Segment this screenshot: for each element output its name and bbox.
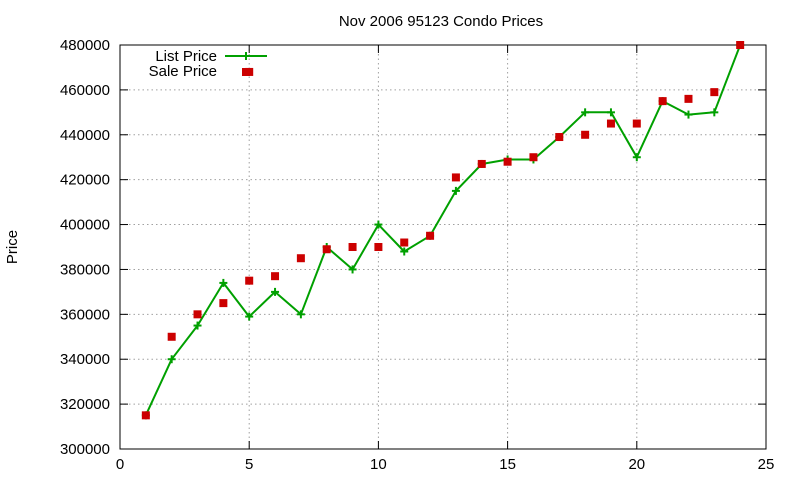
y-tick-label: 460000	[60, 82, 110, 99]
data-point-sale-price	[348, 243, 357, 251]
data-point-list-price	[581, 108, 590, 117]
legend-marker-sale-price	[242, 68, 250, 76]
data-point-sale-price	[503, 157, 512, 166]
data-point-list-price	[684, 110, 693, 119]
data-point-sale-price	[322, 245, 331, 254]
data-point-sale-price	[710, 88, 719, 97]
x-tick-label: 10	[370, 456, 387, 473]
data-point-sale-price	[581, 130, 590, 139]
x-tick-label: 0	[116, 456, 124, 473]
x-tick-label: 5	[245, 456, 253, 473]
y-tick-label: 440000	[60, 127, 110, 144]
data-point-sale-price	[606, 119, 615, 128]
data-point-sale-price	[477, 159, 486, 168]
data-point-list-price	[296, 310, 305, 319]
y-tick-label: 300000	[60, 441, 110, 458]
chart-title: Nov 2006 95123 Condo Prices	[339, 13, 543, 30]
data-point-sale-price	[374, 243, 383, 251]
data-point-sale-price	[193, 310, 202, 319]
data-point-sale-price	[141, 411, 150, 420]
data-point-sale-price	[451, 173, 460, 182]
data-point-list-price	[606, 108, 615, 117]
data-point-list-price	[451, 186, 460, 195]
legend-label-sale-price: Sale Price	[149, 63, 217, 80]
data-point-list-price	[193, 321, 202, 330]
data-point-sale-price	[658, 97, 667, 106]
legend: List Price Sale Price	[149, 48, 267, 80]
data-point-list-price	[632, 153, 641, 162]
series-layer	[141, 41, 745, 420]
y-tick-label: 480000	[60, 37, 110, 54]
data-point-sale-price	[426, 231, 435, 240]
data-point-list-price	[348, 265, 357, 274]
data-point-sale-price	[296, 254, 305, 263]
y-tick-label: 400000	[60, 217, 110, 234]
y-tick-label: 340000	[60, 351, 110, 368]
series-line-list-price	[144, 44, 742, 416]
data-point-sale-price	[245, 276, 254, 285]
x-tick-label: 25	[758, 456, 775, 473]
data-point-list-price	[271, 287, 280, 296]
y-tick-label: 360000	[60, 306, 110, 323]
data-point-list-price	[400, 247, 409, 256]
data-point-list-price	[710, 108, 719, 117]
data-point-sale-price	[555, 133, 564, 142]
legend-plus-glyph	[242, 52, 250, 60]
data-point-sale-price	[271, 272, 280, 281]
x-tick-label: 15	[499, 456, 516, 473]
data-point-sale-price	[219, 299, 228, 308]
data-point-list-price	[245, 312, 254, 321]
data-point-sale-price	[167, 332, 176, 341]
legend-marker-list-price	[242, 52, 250, 60]
data-point-sale-price	[400, 238, 409, 247]
data-point-sale-price	[529, 153, 538, 162]
y-tick-label: 380000	[60, 261, 110, 278]
plot-frame	[119, 44, 767, 450]
data-point-list-price	[219, 278, 228, 287]
data-point-sale-price	[736, 41, 745, 49]
legend-label-list-price: List Price	[155, 48, 217, 65]
x-tick-label: 20	[628, 456, 645, 473]
data-point-list-price	[167, 355, 176, 364]
data-point-sale-price	[684, 94, 693, 103]
y-tick-label: 320000	[60, 396, 110, 413]
y-tick-label: 420000	[60, 172, 110, 189]
ticks-layer: 300000 320000 340000 360000 380000 400000 4200…	[60, 37, 774, 473]
y-axis-label: Price	[4, 230, 21, 264]
data-point-sale-price	[632, 119, 641, 128]
data-point-list-price	[374, 220, 383, 229]
